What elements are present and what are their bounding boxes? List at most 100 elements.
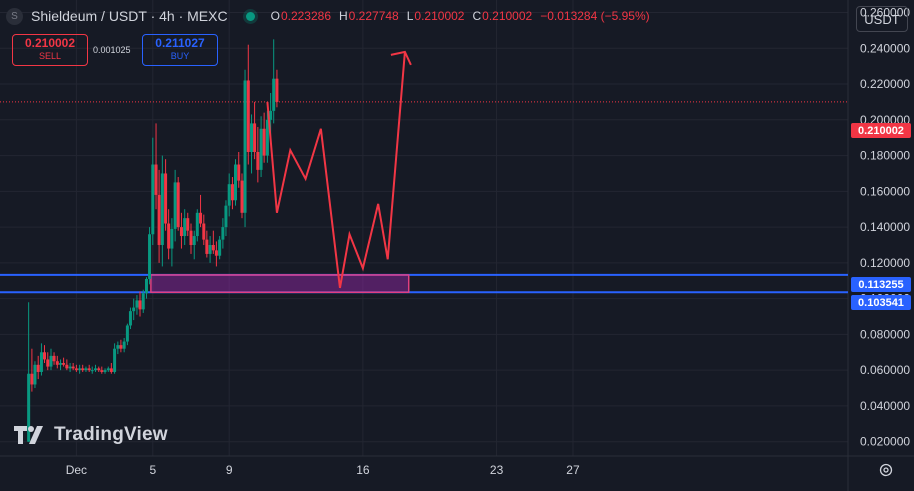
candle-body	[272, 78, 276, 111]
projection-arrowhead	[390, 50, 412, 66]
candle-body	[103, 370, 107, 372]
candle-body	[179, 227, 183, 237]
candle-body	[84, 368, 88, 371]
symbol-title[interactable]: Shieldeum / USDT · 4h · MEXC	[31, 8, 228, 24]
candle-body	[240, 180, 244, 213]
y-tick-label: 0.240000	[860, 41, 910, 55]
candle-body	[90, 370, 94, 372]
candle-body	[208, 244, 212, 254]
projection-path	[266, 50, 412, 289]
close-key: C	[472, 9, 482, 23]
candle-body	[81, 368, 85, 371]
candle-body	[183, 218, 187, 237]
candle-body	[195, 212, 199, 237]
y-tick-label: 0.160000	[860, 184, 910, 198]
time-axis: Dec 5 9 16 23 27	[66, 463, 580, 477]
zone-box	[150, 274, 410, 294]
low-value: 0.210002	[414, 9, 465, 23]
sell-price: 0.210002	[24, 36, 76, 50]
candle-body	[106, 368, 110, 371]
y-tick-label: 0.140000	[860, 220, 910, 234]
spread-value: 0.001025	[93, 45, 131, 55]
settings-gear-icon[interactable]	[878, 462, 894, 478]
candle-body	[259, 128, 263, 170]
high-value: 0.227748	[348, 9, 399, 23]
candle-body	[199, 212, 203, 224]
candle-body	[167, 223, 171, 249]
sell-button[interactable]: 0.210002 SELL	[12, 34, 88, 66]
candle-body	[250, 123, 254, 152]
candle-body	[202, 223, 206, 240]
candle-body	[49, 355, 53, 367]
candle-body	[71, 366, 75, 369]
candle-body	[78, 368, 82, 371]
last-price-tag: 0.210002	[851, 123, 911, 138]
candle-body	[135, 300, 139, 308]
candle-body	[122, 341, 126, 349]
candle-body	[205, 239, 209, 254]
tradingview-logo-icon	[14, 426, 43, 444]
candle-body	[125, 325, 129, 342]
candle-body	[39, 352, 43, 372]
y-tick-label: 0.120000	[860, 256, 910, 270]
y-tick-label: 0.220000	[860, 77, 910, 91]
x-tick-label: 23	[490, 463, 504, 477]
candle-body	[52, 355, 56, 362]
candle-body	[227, 184, 231, 206]
candle-body	[246, 80, 250, 152]
candle-body	[59, 363, 63, 365]
candle-body	[151, 164, 155, 235]
candle-body	[119, 345, 123, 349]
candle-body	[27, 373, 31, 442]
candle-body	[189, 230, 193, 245]
candle-body	[173, 182, 177, 229]
support-zone	[0, 273, 848, 294]
candlestick-series	[27, 39, 279, 442]
currency-button[interactable]: USDT	[856, 6, 908, 32]
candle-body	[138, 300, 142, 310]
candle-body	[87, 368, 91, 371]
candle-body	[30, 373, 34, 385]
candle-body	[211, 244, 215, 251]
candle-body	[97, 368, 101, 371]
close-value: 0.210002	[482, 9, 533, 23]
candle-body	[265, 119, 269, 156]
tradingview-logo[interactable]: TradingView	[14, 424, 168, 446]
market-open-icon	[245, 11, 255, 21]
candle-body	[144, 278, 148, 294]
candle-body	[100, 370, 104, 372]
y-tick-label: 0.080000	[860, 327, 910, 341]
x-tick-label: 16	[356, 463, 370, 477]
candle-body	[237, 164, 241, 181]
candle-body	[116, 345, 120, 349]
zone-bottom-price-tag[interactable]: 0.103541	[851, 295, 911, 310]
candle-body	[93, 368, 97, 371]
candle-body	[65, 364, 69, 369]
high-key: H	[339, 9, 348, 23]
candle-body	[224, 205, 228, 228]
x-tick-label: 9	[226, 463, 233, 477]
candle-body	[46, 359, 50, 367]
buy-label: BUY	[170, 51, 190, 61]
candle-body	[68, 366, 72, 369]
candle-body	[62, 363, 66, 365]
candle-body	[221, 227, 225, 240]
candle-body	[170, 228, 174, 249]
y-tick-label: 0.040000	[860, 399, 910, 413]
candle-body	[148, 234, 152, 279]
low-key: L	[406, 9, 414, 23]
zone-top-price-tag[interactable]: 0.113255	[851, 277, 911, 292]
candle-body	[33, 364, 37, 385]
candle-body	[186, 218, 190, 231]
candle-body	[243, 80, 247, 213]
projection-line	[266, 51, 406, 289]
candle-body	[253, 123, 257, 152]
candle-body	[214, 250, 218, 256]
candle-body	[36, 364, 40, 372]
buy-button[interactable]: 0.211027 BUY	[142, 34, 218, 66]
candle-body	[262, 128, 266, 156]
logo-text: TradingView	[54, 424, 168, 445]
candle-body	[164, 173, 168, 224]
